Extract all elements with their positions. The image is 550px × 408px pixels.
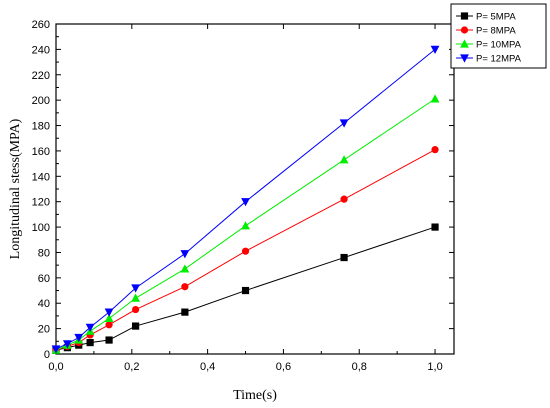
data-point bbox=[85, 323, 95, 332]
legend-item: P= 10MPA bbox=[456, 39, 522, 51]
series-line bbox=[55, 149, 436, 351]
x-tick-label: 0,4 bbox=[200, 361, 215, 373]
data-point bbox=[241, 198, 250, 207]
x-tick-label: 0,6 bbox=[276, 361, 291, 373]
data-point bbox=[339, 155, 349, 164]
series-line bbox=[55, 98, 436, 351]
y-tick-label: 240 bbox=[32, 44, 50, 56]
series-3 bbox=[51, 94, 440, 354]
data-point bbox=[180, 250, 190, 259]
y-axis-title: Longitudinal stess(MPA) bbox=[8, 118, 23, 259]
y-tick-label: 20 bbox=[38, 324, 50, 336]
series-1 bbox=[52, 223, 439, 354]
x-tick-label: 0,0 bbox=[48, 361, 63, 373]
data-point bbox=[241, 286, 250, 295]
y-tick-label: 80 bbox=[38, 247, 50, 259]
legend-item: P= 8MPA bbox=[456, 26, 516, 37]
series-2 bbox=[52, 146, 439, 354]
legend-item: P= 12MPA bbox=[456, 54, 522, 65]
data-point bbox=[340, 253, 348, 262]
legend-marker bbox=[460, 39, 469, 48]
data-point bbox=[132, 322, 140, 330]
data-point bbox=[104, 313, 114, 323]
x-tick-label: 1,0 bbox=[427, 361, 442, 373]
data-point bbox=[181, 283, 189, 291]
y-tick-label: 40 bbox=[38, 298, 50, 310]
series-line bbox=[55, 226, 436, 351]
legend-marker bbox=[460, 26, 469, 34]
data-point bbox=[181, 308, 189, 316]
data-point bbox=[86, 338, 94, 347]
plot-series bbox=[51, 45, 440, 354]
y-tick-label: 60 bbox=[38, 273, 50, 285]
y-tick-label: 200 bbox=[32, 95, 50, 107]
data-point bbox=[430, 94, 440, 103]
legend-label: P= 10MPA bbox=[476, 40, 522, 51]
legend-label: P= 5MPA bbox=[476, 12, 516, 23]
data-point bbox=[74, 333, 84, 343]
legend: P= 5MPA P= 8MPA P= 10MPA P= 12MPA bbox=[450, 3, 547, 69]
data-point bbox=[340, 195, 348, 203]
legend-item: P= 5MPA bbox=[456, 12, 516, 23]
x-axis-title: Time(s) bbox=[233, 388, 277, 403]
legend-label: P= 8MPA bbox=[476, 26, 516, 37]
legend-marker bbox=[460, 54, 469, 63]
data-point bbox=[430, 45, 440, 54]
x-tick-label: 0,2 bbox=[124, 361, 139, 373]
x-tick-label: 0,8 bbox=[352, 361, 367, 373]
y-tick-label: 0 bbox=[44, 349, 50, 361]
data-point bbox=[180, 264, 190, 273]
data-point bbox=[131, 284, 140, 293]
axes-frame bbox=[55, 23, 455, 355]
data-point bbox=[132, 305, 140, 314]
y-axis: 0 20 40 60 80 100 120 140 160 180 200 220 240 260 bbox=[32, 19, 454, 361]
data-point bbox=[431, 146, 439, 154]
data-point bbox=[105, 336, 113, 344]
data-point bbox=[339, 119, 349, 128]
y-tick-label: 180 bbox=[32, 121, 50, 133]
y-tick-label: 140 bbox=[32, 171, 50, 183]
data-point bbox=[105, 321, 113, 329]
data-point bbox=[51, 345, 61, 354]
plot-frame bbox=[55, 23, 455, 355]
data-point bbox=[241, 221, 250, 230]
data-point bbox=[131, 293, 140, 302]
data-point bbox=[431, 223, 439, 231]
series-4 bbox=[51, 45, 440, 354]
x-axis: 0,0 0,2 0,4 0,6 0,8 1,0 bbox=[48, 24, 443, 373]
legend-marker bbox=[460, 12, 469, 20]
y-tick-label: 100 bbox=[32, 222, 50, 234]
data-point bbox=[104, 308, 114, 317]
y-tick-label: 220 bbox=[32, 70, 50, 82]
legend-label: P= 12MPA bbox=[476, 54, 522, 65]
y-tick-label: 260 bbox=[32, 19, 50, 31]
data-point bbox=[241, 247, 250, 255]
y-tick-label: 160 bbox=[32, 146, 50, 158]
y-tick-label: 120 bbox=[32, 197, 50, 209]
data-point bbox=[62, 340, 72, 349]
series-line bbox=[55, 48, 436, 350]
